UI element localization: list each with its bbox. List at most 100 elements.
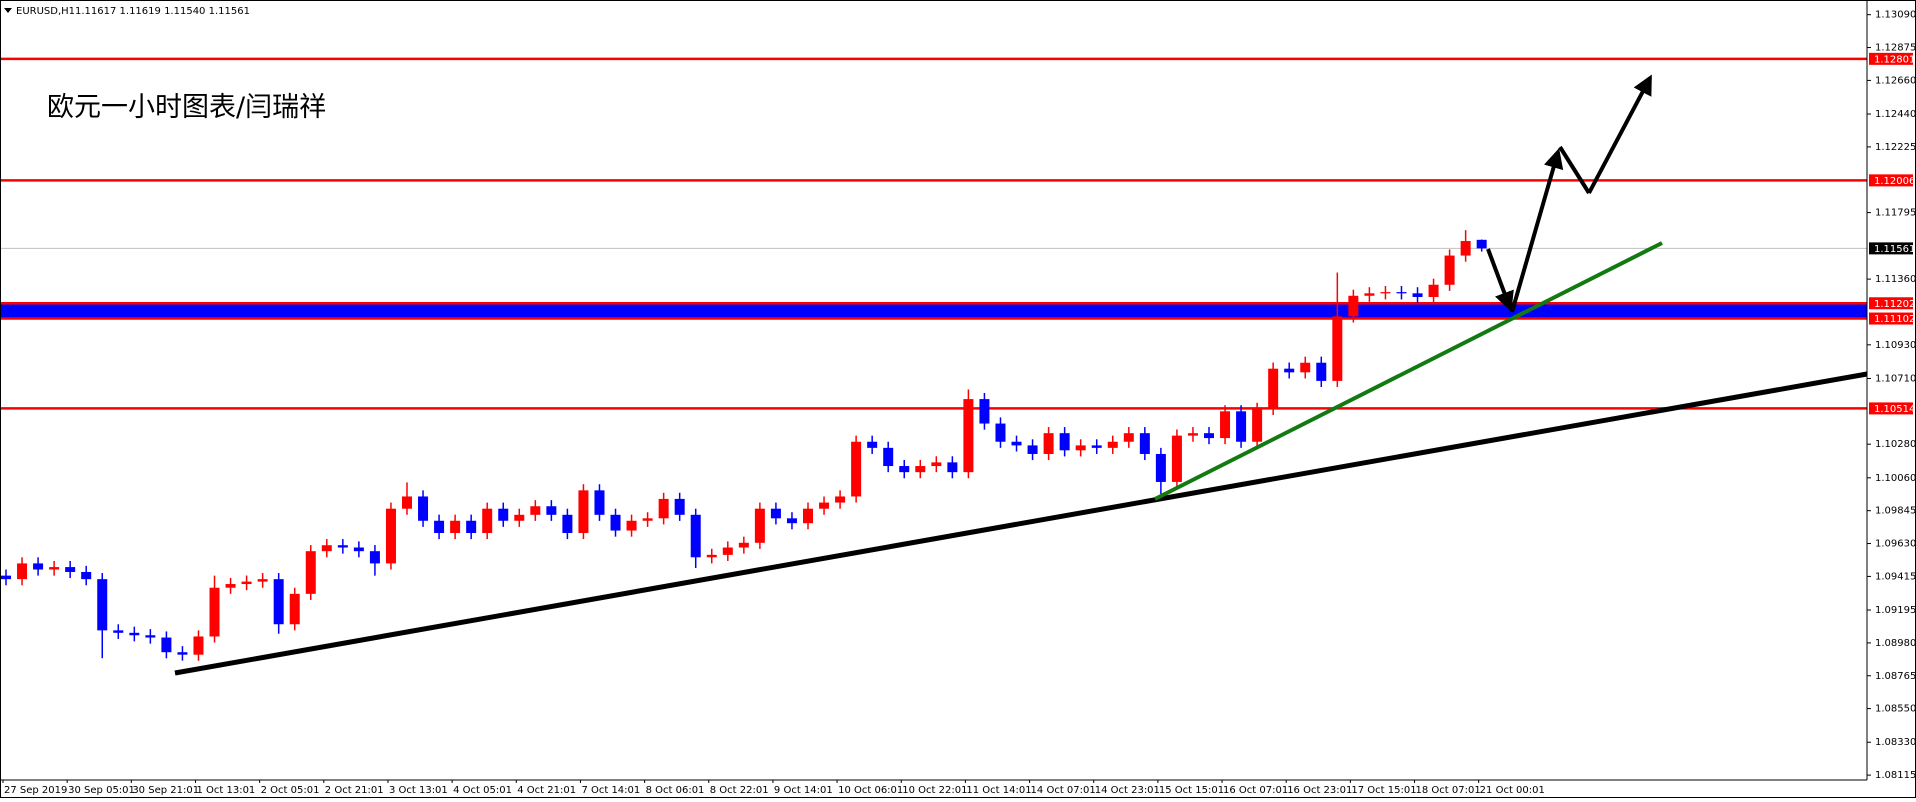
candle-body — [1348, 295, 1359, 317]
candle-body — [530, 506, 541, 515]
y-tick-label: 1.10710 — [1875, 373, 1916, 384]
candle-body — [1075, 445, 1086, 451]
x-tick-label: 1 Oct 13:01 — [196, 785, 255, 796]
candle-body — [321, 545, 332, 552]
annotation: 欧元一小时图表/闫瑞祥 — [47, 92, 326, 123]
x-tick-label: 4 Oct 21:01 — [517, 785, 576, 796]
candle-body — [193, 636, 204, 655]
candle-body — [1204, 433, 1214, 439]
candle-body — [979, 399, 990, 424]
candle-body — [1284, 368, 1295, 373]
y-tick-label: 1.13090 — [1875, 10, 1916, 21]
candle-body — [1412, 293, 1423, 297]
x-tick-label: 15 Oct 15:01 — [1159, 785, 1224, 796]
candle-body — [867, 441, 878, 448]
y-tick-label: 1.08330 — [1875, 737, 1916, 748]
candle-body — [65, 567, 76, 572]
candle-body — [1220, 411, 1231, 439]
candle-body — [594, 490, 605, 515]
y-tick-label: 1.12440 — [1875, 109, 1916, 120]
candle-body — [1380, 292, 1391, 294]
level-label-box — [1869, 297, 1913, 310]
y-tick-label: 1.09630 — [1875, 539, 1916, 550]
candle-body — [33, 563, 44, 570]
candle-body — [17, 563, 28, 580]
x-tick-label: 21 Oct 00:01 — [1480, 785, 1545, 796]
support-zone — [0, 303, 1867, 319]
candle-body — [883, 447, 894, 467]
candle-body — [562, 514, 573, 533]
x-tick-label: 30 Sep 05:01 — [68, 785, 135, 796]
candle-body — [722, 547, 733, 555]
candle-body — [466, 520, 477, 533]
y-tick-label: 1.09845 — [1875, 506, 1916, 517]
candle-body — [1155, 453, 1166, 482]
y-tick-label: 1.11795 — [1875, 208, 1916, 219]
candle-body — [514, 514, 525, 521]
candle-body — [498, 508, 509, 521]
candle-body — [97, 579, 108, 631]
y-tick-label: 1.09415 — [1875, 571, 1916, 582]
price-label: 1.11561 — [1874, 244, 1915, 255]
candle-body — [1460, 241, 1471, 256]
candle-body — [177, 652, 188, 655]
candle-body — [241, 581, 252, 585]
x-tick-label: 4 Oct 05:01 — [453, 785, 512, 796]
candle-body — [1091, 445, 1102, 448]
candle-body — [1268, 368, 1279, 409]
x-tick-label: 7 Oct 14:01 — [581, 785, 640, 796]
menu-triangle — [4, 8, 12, 13]
candle-body — [273, 579, 284, 625]
candle-body — [1027, 445, 1038, 454]
support-trendline — [174, 371, 1868, 676]
candle-body — [1059, 433, 1070, 451]
candle-body — [113, 630, 124, 633]
level-label-box — [1869, 312, 1913, 325]
candle-body — [1332, 316, 1343, 381]
candle-body — [1252, 408, 1263, 442]
x-tick-label: 27 Sep 2019 — [4, 785, 67, 796]
candle-body — [49, 567, 60, 570]
candle-body — [1236, 411, 1247, 442]
candle-body — [642, 518, 653, 521]
x-tick-label: 8 Oct 06:01 — [646, 785, 705, 796]
candle-body — [851, 441, 862, 497]
candle-body — [305, 551, 316, 594]
candle-body — [402, 496, 412, 509]
candle-body — [1123, 433, 1134, 442]
level-label-box — [1869, 402, 1913, 415]
candle-body — [546, 506, 557, 515]
candle-body — [369, 551, 380, 564]
y-tick-label: 1.10060 — [1875, 473, 1916, 484]
candle-body — [1300, 362, 1311, 373]
candle-body — [754, 508, 765, 543]
candle-body — [674, 498, 685, 515]
candle-body — [1187, 433, 1198, 436]
candle-body — [738, 542, 749, 548]
candle-body — [337, 545, 348, 548]
x-tick-label: 17 Oct 15:01 — [1351, 785, 1416, 796]
candle-body — [289, 593, 300, 625]
candle-body — [1476, 239, 1487, 249]
y-tick-label: 1.08115 — [1875, 770, 1916, 781]
x-tick-label: 9 Oct 14:01 — [774, 785, 833, 796]
rising-trendline — [1154, 241, 1663, 501]
x-tick-label: 14 Oct 23:01 — [1095, 785, 1160, 796]
candle-body — [899, 466, 910, 473]
candle-body — [1444, 255, 1455, 285]
x-tick-label: 30 Sep 21:01 — [132, 785, 199, 796]
candle-body — [706, 554, 717, 558]
x-tick-label: 10 Oct 22:01 — [902, 785, 967, 796]
candle-body — [610, 514, 621, 531]
candle-body — [1364, 293, 1375, 296]
candle-body — [1428, 284, 1439, 297]
candle-body — [1011, 441, 1022, 446]
y-tick-label: 1.08765 — [1875, 671, 1916, 682]
candle-body — [658, 498, 669, 519]
candle-body — [145, 635, 156, 638]
candle-body — [626, 520, 637, 531]
candle-body — [1, 575, 11, 580]
y-tick-label: 1.10930 — [1875, 340, 1916, 351]
candle-body — [1107, 441, 1118, 448]
level-label-box — [1869, 52, 1913, 65]
